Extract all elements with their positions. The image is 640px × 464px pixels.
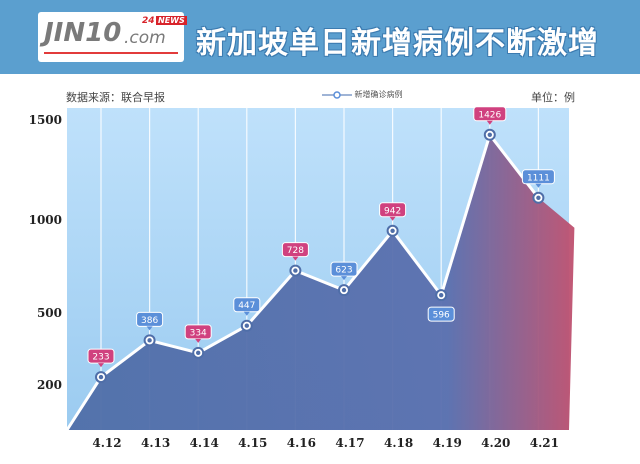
x-tick-4.13: 4.13 — [141, 436, 170, 450]
data-label-pointer-4.18 — [389, 216, 396, 221]
data-label-text-4.17: 623 — [335, 266, 352, 276]
x-tick-4.17: 4.17 — [335, 436, 364, 450]
data-label-pointer-4.15 — [243, 311, 250, 316]
x-tick-4.21: 4.21 — [530, 436, 559, 450]
logo-news-tag: NEWS — [156, 16, 187, 25]
data-label-4.12: 233 — [87, 348, 115, 368]
data-label-4.13: 386 — [136, 311, 164, 331]
x-tick-4.20: 4.20 — [481, 436, 510, 450]
data-label-4.17: 623 — [330, 261, 358, 281]
data-point-dot-4.16 — [293, 268, 298, 273]
y-tick-1500: 1500 — [29, 113, 62, 127]
data-point-dot-4.12 — [98, 374, 104, 380]
data-label-text-4.14: 334 — [190, 328, 207, 338]
data-label-text-4.15: 447 — [238, 301, 255, 311]
header-banner: JIN10 .com 24 NEWS 新加坡单日新增病例不断激增 — [0, 0, 640, 74]
data-label-box-4.19 — [427, 306, 455, 322]
jin10-logo: JIN10 .com 24 NEWS — [38, 12, 187, 62]
x-tick-4.18: 4.18 — [384, 436, 413, 450]
data-label-4.18: 942 — [379, 202, 407, 221]
y-tick-500: 500 — [37, 306, 62, 320]
chart-legend: 新增确诊病例 — [322, 89, 403, 100]
data-label-4.16: 728 — [281, 242, 309, 261]
x-tick-4.15: 4.15 — [238, 436, 267, 450]
data-label-4.14: 334 — [184, 324, 212, 343]
x-tick-4.16: 4.16 — [287, 436, 316, 450]
data-label-text-4.19: 596 — [433, 311, 450, 321]
data-label-text-4.13: 386 — [141, 316, 158, 326]
data-point-dot-4.14 — [196, 350, 201, 356]
data-label-pointer-4.17 — [341, 276, 347, 281]
data-label-text-4.12: 233 — [92, 353, 109, 363]
data-label-pointer-4.13 — [146, 326, 153, 331]
data-label-text-4.16: 728 — [287, 246, 304, 256]
chart-title: 新加坡单日新增病例不断激增 — [196, 26, 599, 61]
data-label-pointer-4.16 — [292, 256, 299, 261]
x-tick-4.12: 4.12 — [92, 436, 121, 450]
data-label-text-4.18: 942 — [384, 206, 401, 216]
x-tick-4.14: 4.14 — [190, 436, 219, 450]
data-label-pointer-4.14 — [195, 338, 202, 343]
data-point-dot-4.18 — [390, 228, 395, 233]
data-label-text-4.21: 1111 — [527, 173, 550, 183]
data-point-dot-4.19 — [439, 292, 444, 298]
data-label-4.20: 1426 — [473, 106, 507, 125]
data-label-4.15: 447 — [233, 297, 261, 316]
data-point-dot-4.13 — [147, 338, 152, 343]
data-label-4.19: 596 — [427, 306, 455, 322]
data-label-text-4.20: 1426 — [478, 110, 501, 120]
data-label-4.21: 1111 — [521, 169, 555, 188]
data-point-dot-4.15 — [244, 323, 249, 328]
y-tick-1000: 1000 — [29, 213, 62, 227]
data-label-box-4.16 — [281, 242, 309, 258]
logo-domain: .com — [124, 28, 166, 48]
logo-wordmark: JIN10 — [44, 18, 122, 48]
data-label-pointer-4.20 — [486, 120, 493, 125]
data-label-pointer-4.21 — [535, 183, 542, 188]
data-point-dot-4.20 — [487, 132, 492, 137]
x-tick-4.19: 4.19 — [433, 436, 462, 450]
legend-label: 新增确诊病例 — [354, 90, 403, 99]
logo-badge: 24 — [142, 16, 155, 26]
data-label-pointer-4.12 — [98, 363, 104, 368]
legend-line-icon — [322, 90, 352, 99]
data-point-dot-4.17 — [341, 287, 347, 293]
y-tick-200: 200 — [37, 378, 62, 392]
data-point-dot-4.21 — [536, 195, 541, 200]
data-source-label: 数据来源：联合早报 — [66, 91, 165, 104]
unit-label: 单位：例 — [531, 91, 575, 104]
logo-underline — [44, 52, 178, 54]
